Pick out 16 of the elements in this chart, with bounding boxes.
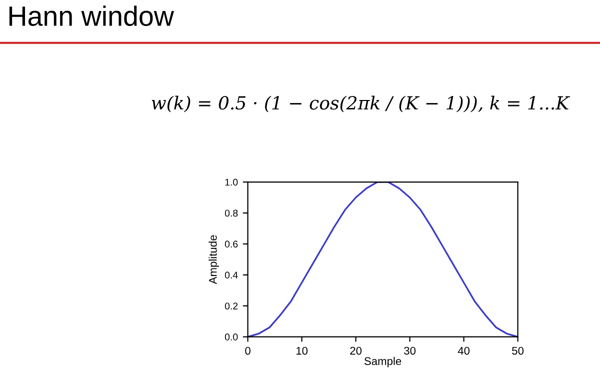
x-axis-title: Sample	[364, 356, 402, 368]
text: w(k) = 0.5 · (1 − cos(2πk / (K − 1))), k = 1...K	[152, 96, 570, 112]
x-tick-label: 50	[512, 346, 524, 355]
x-tick-label: 30	[404, 346, 416, 355]
x-tick-label: 40	[458, 346, 470, 355]
y-tick-label: 0.0	[224, 334, 238, 340]
y-axis-title: Amplitude	[208, 235, 220, 284]
y-tick-label: 0.8	[224, 210, 238, 217]
y-tick-label: 0.6	[224, 240, 238, 248]
y-tick-label: 0.2	[224, 302, 238, 310]
chart-title: Hann window	[9, 6, 174, 26]
y-tick-label: 1.0	[225, 178, 238, 186]
x-tick-label: 20	[350, 346, 362, 355]
y-tick-label: 0.4	[224, 272, 238, 279]
x-tick-label: 10	[296, 346, 308, 355]
x-tick-label: 0	[245, 346, 250, 355]
